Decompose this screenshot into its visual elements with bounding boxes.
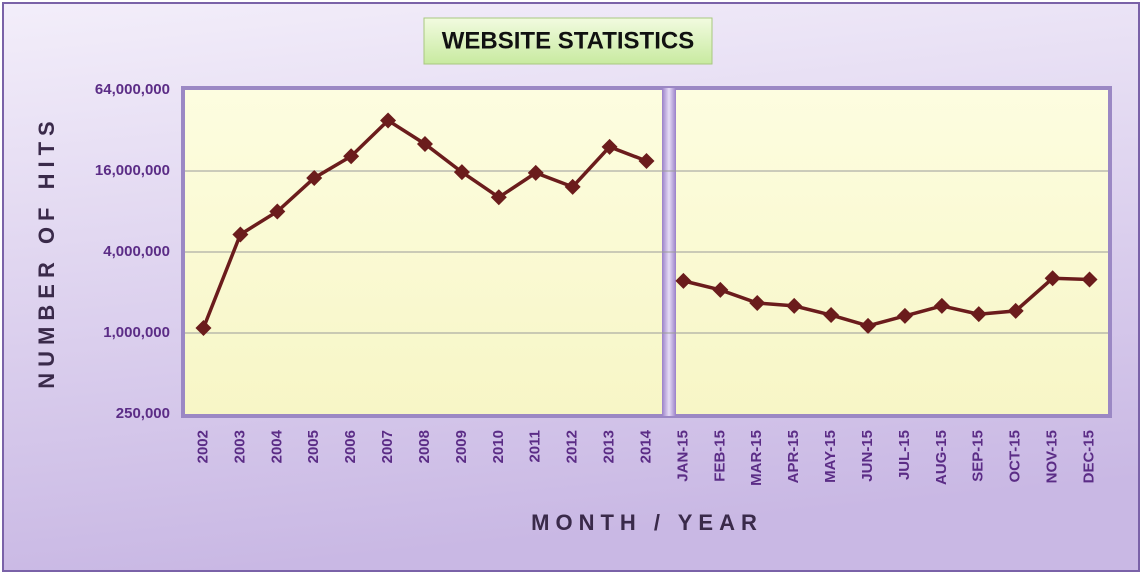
x-tick-label: JUN-15 xyxy=(859,430,876,482)
marker xyxy=(601,138,618,155)
x-tick-label: FEB-15 xyxy=(711,430,728,482)
x-tick-label: 2009 xyxy=(453,430,470,463)
x-axis-label: MONTH / YEAR xyxy=(531,510,763,535)
marker xyxy=(380,112,397,129)
marker xyxy=(933,297,950,314)
x-tick-label: NOV-15 xyxy=(1044,430,1061,483)
x-tick-label: 2005 xyxy=(305,430,322,463)
marker xyxy=(232,226,249,243)
marker xyxy=(564,178,581,195)
marker xyxy=(527,164,544,181)
x-tick-label: 2006 xyxy=(342,430,359,463)
marker xyxy=(1044,270,1061,287)
marker xyxy=(823,307,840,324)
marker xyxy=(712,281,729,298)
line xyxy=(683,276,1090,328)
x-tick-label: 2007 xyxy=(379,430,396,463)
marker xyxy=(416,135,433,152)
x-tick-label: MAY-15 xyxy=(822,430,839,483)
x-tick-label: 2014 xyxy=(637,429,654,463)
y-axis-label: NUMBER OF HITS xyxy=(34,115,59,388)
y-tick-label: 250,000 xyxy=(116,405,170,422)
x-tick-label: OCT-15 xyxy=(1007,430,1024,483)
x-tick-label: 2013 xyxy=(601,430,618,463)
x-tick-label: 2011 xyxy=(527,430,544,463)
y-tick-label: 1,000,000 xyxy=(103,324,170,341)
marker xyxy=(675,272,692,289)
chart-title: WEBSITE STATISTICS xyxy=(442,27,694,54)
y-tick-label: 16,000,000 xyxy=(95,162,170,179)
marker xyxy=(195,319,212,336)
title-box xyxy=(423,17,713,65)
marker xyxy=(490,189,507,206)
x-tick-label: APR-15 xyxy=(785,430,802,483)
marker xyxy=(343,148,360,165)
x-tick-label: 2008 xyxy=(416,430,433,463)
x-tick-label: 2010 xyxy=(490,430,507,463)
marker xyxy=(896,307,913,324)
marker xyxy=(749,295,766,312)
marker xyxy=(786,297,803,314)
marker xyxy=(306,169,323,186)
x-tick-label: DEC-15 xyxy=(1081,430,1098,483)
x-tick-label: JUL-15 xyxy=(896,430,913,480)
x-tick-label: SEP-15 xyxy=(970,430,987,482)
marker xyxy=(1007,302,1024,319)
marker xyxy=(970,306,987,323)
marker xyxy=(453,164,470,181)
y-tick-label: 64,000,000 xyxy=(95,81,170,98)
marks: 250,000 1,000,000 4,000,000 16,000,000 64,00… xyxy=(95,81,1108,486)
x-tick-label: MAR-15 xyxy=(748,430,765,486)
x-tick-label: 2003 xyxy=(231,430,248,463)
x-tick-label: AUG-15 xyxy=(933,430,950,485)
marker xyxy=(269,203,286,220)
x-tick-label: 2012 xyxy=(564,430,581,463)
marker xyxy=(860,317,877,334)
marker xyxy=(638,152,655,169)
y-tick-label: 4,000,000 xyxy=(103,243,170,260)
x-tick-label: 2002 xyxy=(194,430,211,463)
x-tick-label: 2004 xyxy=(268,429,285,463)
marker xyxy=(1081,271,1098,288)
x-tick-label: JAN-15 xyxy=(674,430,691,482)
